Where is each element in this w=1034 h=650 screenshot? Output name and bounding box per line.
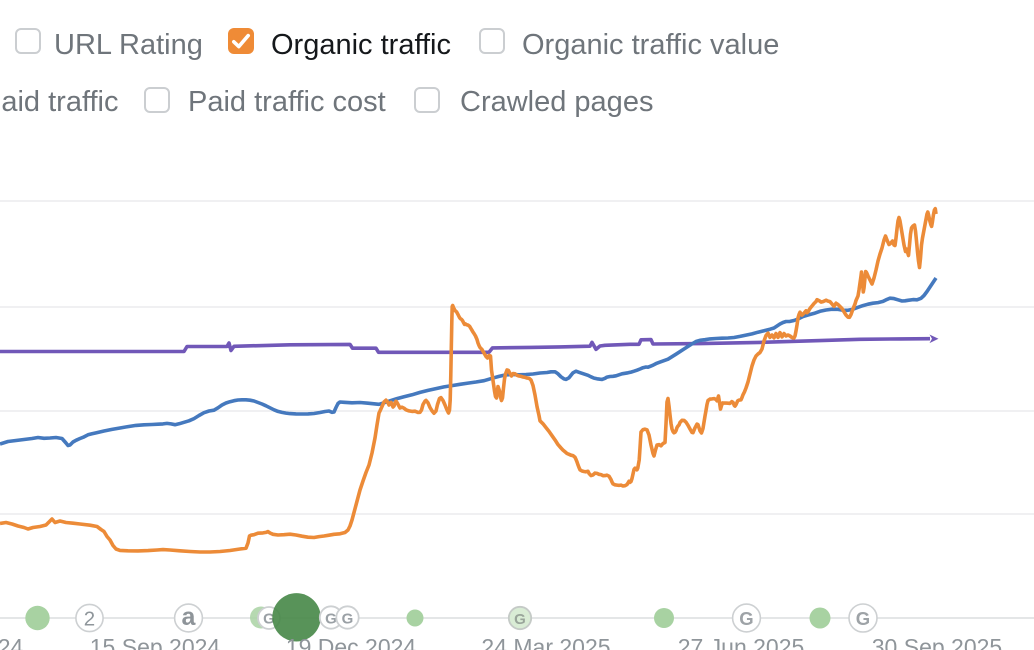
svg-text:G: G — [325, 611, 337, 628]
svg-text:G: G — [739, 608, 753, 629]
svg-text:19 Dec 2024: 19 Dec 2024 — [286, 634, 417, 650]
svg-text:G: G — [514, 611, 526, 628]
svg-text:17 Jun 2024: 17 Jun 2024 — [0, 634, 24, 650]
svg-text:G: G — [263, 611, 275, 628]
svg-text:24 Mar 2025: 24 Mar 2025 — [481, 634, 610, 650]
svg-text:27 Jun 2025: 27 Jun 2025 — [678, 634, 805, 650]
svg-text:15 Sep 2024: 15 Sep 2024 — [90, 634, 221, 650]
svg-text:a: a — [182, 603, 197, 631]
svg-text:G: G — [342, 611, 354, 628]
svg-text:G: G — [856, 608, 870, 629]
svg-text:30 Sep 2025: 30 Sep 2025 — [872, 634, 1002, 650]
svg-text:2: 2 — [84, 607, 95, 630]
